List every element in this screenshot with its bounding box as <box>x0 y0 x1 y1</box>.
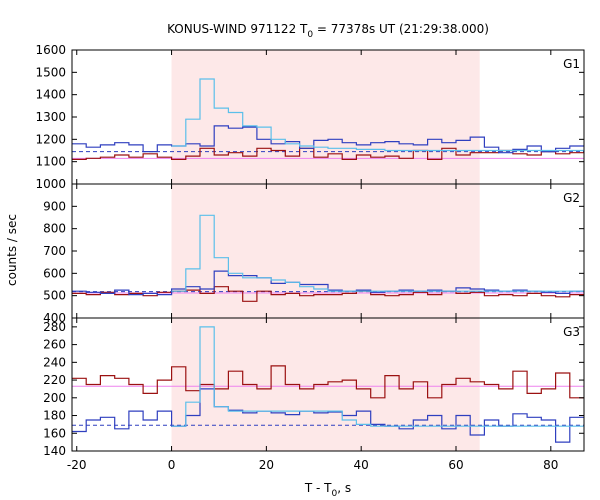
x-tick-label: 80 <box>543 458 558 472</box>
y-tick-label: 1600 <box>35 43 66 57</box>
y-tick-label: 1000 <box>35 177 66 191</box>
chart-title-rest: = 77378s UT (21:29:38.000) <box>313 22 489 36</box>
y-tick-label: 1500 <box>35 65 66 79</box>
panel-label: G3 <box>563 325 580 339</box>
y-tick-label: 800 <box>43 222 66 236</box>
y-tick-label: 1200 <box>35 132 66 146</box>
y-tick-label: 1400 <box>35 88 66 102</box>
y-tick-label: 900 <box>43 199 66 213</box>
panel-label: G2 <box>563 191 580 205</box>
panel-frame <box>71 317 585 452</box>
x-tick-label: 20 <box>259 458 274 472</box>
y-tick-label: 280 <box>43 320 66 334</box>
chart-title-main: KONUS-WIND 971122 T <box>167 22 308 36</box>
y-tick-label: 400 <box>43 311 66 325</box>
panel-g1: 1000 1100 1200 1300 1400 1500 1600 G1 <box>35 43 585 191</box>
cyan-series <box>171 214 584 292</box>
y-tick-label: 180 <box>43 409 66 423</box>
x-axis-label-rest: , s <box>337 481 351 495</box>
y-tick-label: 140 <box>43 444 66 458</box>
y-tick-label: 500 <box>43 289 66 303</box>
blue-series <box>72 125 584 154</box>
y-tick-label: 200 <box>43 391 66 405</box>
y-tick-label: 700 <box>43 244 66 258</box>
x-axis-label-main: T - T <box>304 481 332 495</box>
y-tick-label: 1300 <box>35 110 66 124</box>
panels-group: 1000110012001300140015001600G14005006007… <box>35 43 585 472</box>
y-tick-label: 220 <box>43 373 66 387</box>
panel-g2: 400 500 600 700 800 900 G2 <box>43 183 585 325</box>
y-axis-label: counts / sec <box>5 214 19 286</box>
chart-title: KONUS-WIND 971122 T0 = 77378s UT (21:29:… <box>167 22 489 40</box>
y-tick-label: 260 <box>43 338 66 352</box>
y-tick-label: 160 <box>43 426 66 440</box>
panel-g3: 140 160 180 200 220 240 260 280 -20 0 20 40 60 80 G3 <box>43 317 585 472</box>
y-tick-label: 600 <box>43 266 66 280</box>
x-tick-label: 60 <box>448 458 463 472</box>
x-tick-label: 40 <box>354 458 369 472</box>
x-tick-label: 0 <box>168 458 176 472</box>
cyan-series <box>171 78 584 152</box>
blue-series <box>72 388 584 443</box>
x-axis-label: T - T0, s <box>304 481 351 499</box>
panel-label: G1 <box>563 57 580 71</box>
x-axis-label-subscript: 0 <box>332 489 338 499</box>
shaded-interval <box>171 184 480 318</box>
y-tick-label: 1100 <box>35 155 66 169</box>
chart-title-subscript: 0 <box>307 30 313 40</box>
y-tick-label: 240 <box>43 355 66 369</box>
red-series <box>72 365 584 399</box>
cyan-series <box>171 326 584 427</box>
x-tick-label: -20 <box>67 458 87 472</box>
shaded-interval <box>171 50 480 184</box>
